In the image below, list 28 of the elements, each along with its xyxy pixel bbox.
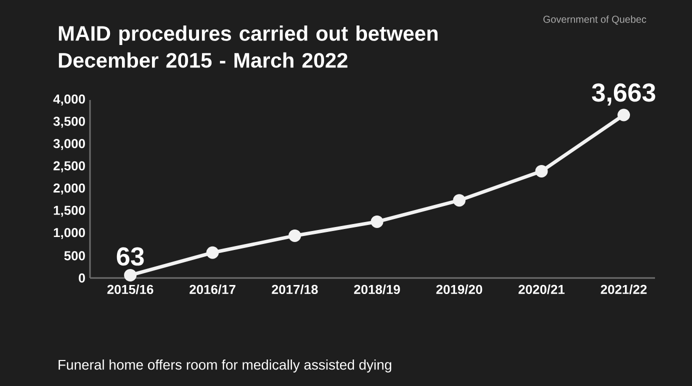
y-tick-label: 4,000 (53, 94, 85, 106)
point (124, 268, 137, 282)
point (370, 215, 384, 228)
point (453, 194, 466, 207)
x-tick-label: 2016/17 (190, 284, 236, 294)
chart-title: MAID procedures carried out between December 2015 - March 2022 (58, 26, 438, 68)
y-tick-label: 1,000 (54, 228, 85, 240)
point (535, 164, 548, 178)
y-tick-label: 1,500 (54, 206, 85, 217)
x-tick-label: 2021/22 (600, 284, 647, 294)
y-tick-label: 500 (64, 251, 85, 260)
x-tick-label: 2018/19 (354, 284, 400, 294)
text: Government of Quebec (543, 16, 646, 25)
point (288, 229, 302, 242)
text: Funeral home offers room for medically assisted dying (58, 359, 392, 372)
y-tick-label: 3,500 (53, 116, 85, 128)
point (618, 108, 630, 122)
x-tick-label: 2017/18 (272, 284, 318, 294)
y-tick-label: 3,000 (53, 138, 85, 150)
point (206, 246, 219, 259)
data-label: 63 (116, 247, 144, 266)
y-tick-label: 2,500 (54, 161, 85, 172)
y-tick-label: 0 (78, 273, 85, 283)
x-tick-label: 2019/20 (436, 284, 482, 294)
y-tick-label: 2,000 (54, 183, 85, 195)
data-label: 3,663 (592, 83, 656, 106)
x-tick-label: 2015/16 (107, 284, 154, 294)
x-tick-label: 2020/21 (518, 284, 565, 294)
